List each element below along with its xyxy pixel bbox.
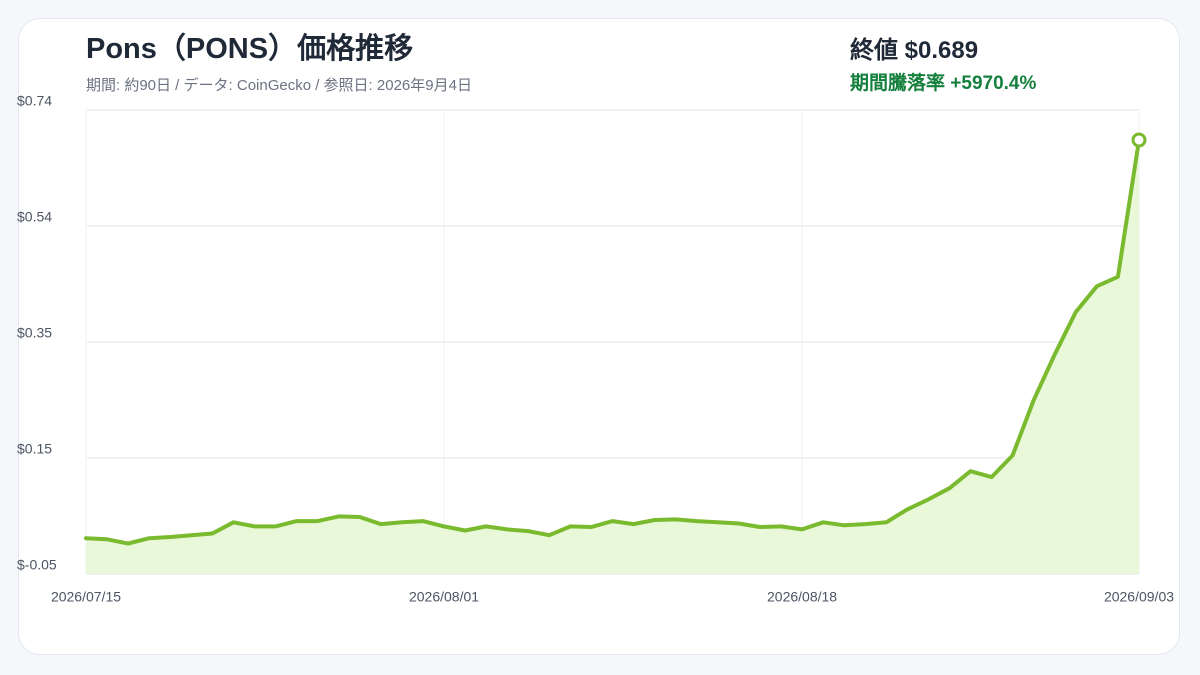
x-tick-label: 2026/08/18 <box>767 589 837 605</box>
line <box>84 138 1141 546</box>
x-tick-label: 2026/07/15 <box>51 589 121 605</box>
x-tick-label: 2026/09/03 <box>1104 589 1174 605</box>
chart-subtitle: 期間: 約90日 / データ: CoinGecko / 参照日: 2026年9月… <box>86 76 472 94</box>
area <box>86 140 1139 574</box>
y-tick-label: $-0.05 <box>17 557 57 573</box>
chart-title: Pons（PONS）価格推移 <box>86 32 413 65</box>
x-tick-label: 2026/08/01 <box>409 589 479 605</box>
y-tick-label: $0.74 <box>17 93 52 109</box>
y-tick-label: $0.15 <box>17 441 52 457</box>
last-point <box>1131 132 1147 148</box>
close-price: 終値 $0.689 <box>850 36 978 64</box>
y-tick-label: $0.35 <box>17 325 52 341</box>
y-tick-label: $0.54 <box>17 209 52 225</box>
change-rate: 期間騰落率 +5970.4% <box>850 71 1036 94</box>
